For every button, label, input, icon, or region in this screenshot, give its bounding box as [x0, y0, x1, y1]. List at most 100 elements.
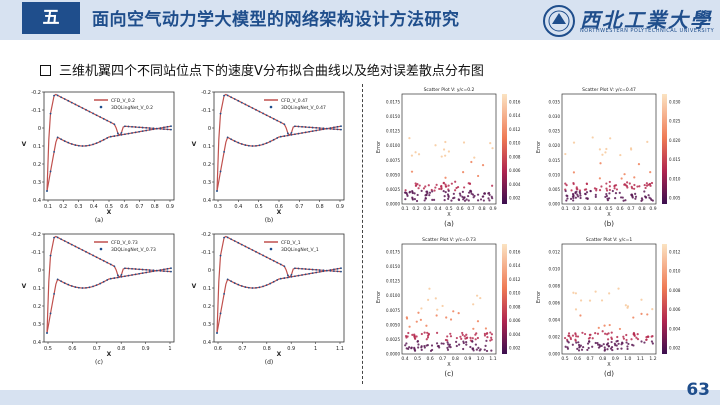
prediction-point — [109, 277, 112, 280]
prediction-point — [294, 267, 296, 270]
error-point — [418, 184, 421, 187]
x-tick-label: 0.7 — [439, 356, 446, 362]
prediction-point — [276, 119, 279, 122]
error-point — [469, 339, 472, 342]
error-point — [404, 344, 407, 347]
prediction-point — [315, 268, 318, 271]
prediction-point — [63, 98, 66, 100]
prediction-point — [166, 128, 169, 131]
error-point — [563, 336, 567, 340]
prediction-point — [269, 140, 272, 143]
prediction-point — [301, 267, 303, 270]
prediction-point — [138, 126, 141, 129]
error-point — [467, 191, 471, 194]
colorbar — [502, 244, 507, 354]
error-point — [572, 171, 576, 174]
error-point — [572, 194, 575, 198]
prediction-point — [333, 126, 335, 129]
prediction-point — [95, 142, 98, 145]
error-point — [646, 140, 649, 143]
error-point — [611, 348, 614, 352]
error-point — [483, 334, 487, 337]
prediction-point — [113, 123, 116, 126]
error-point — [420, 348, 423, 351]
error-point — [447, 197, 450, 200]
error-point — [606, 343, 609, 346]
prediction-point — [88, 110, 91, 113]
prediction-point — [265, 114, 268, 117]
line-chart-3: -0.2 -0.1 0 0.1 0.2 0.3 0.40.5 0.6 0.7 0.8 0.9 1 X V (… — [22, 232, 175, 366]
x-tick-label: 0.8 — [599, 356, 606, 362]
prediction-point — [294, 275, 296, 278]
y-tick-label: 0.012 — [549, 250, 561, 255]
error-point — [444, 191, 447, 194]
y-tick-label: 0.0175 — [386, 100, 400, 105]
error-point — [465, 343, 468, 346]
error-point — [579, 192, 582, 195]
y-tick-label: 0 — [38, 268, 41, 274]
prediction-point — [95, 256, 98, 259]
error-point — [459, 335, 462, 338]
prediction-point — [170, 267, 172, 270]
error-point — [605, 192, 608, 196]
x-tick-label: 0.1 — [44, 204, 52, 210]
prediction-point — [127, 132, 130, 135]
prediction-point — [46, 190, 48, 192]
prediction-point — [258, 286, 261, 289]
error-point — [491, 197, 494, 200]
prediction-point — [216, 332, 218, 334]
error-point — [489, 142, 492, 145]
error-point — [580, 348, 584, 351]
error-point — [586, 342, 590, 345]
error-point — [591, 136, 594, 139]
error-point — [413, 198, 417, 201]
error-point — [577, 343, 581, 347]
error-point — [465, 198, 468, 201]
error-point — [454, 189, 457, 192]
error-point — [569, 337, 573, 341]
prediction-point — [113, 135, 116, 137]
error-point — [589, 333, 592, 336]
error-point — [489, 339, 492, 342]
error-point — [606, 333, 609, 336]
panel-label: (a) — [444, 220, 454, 228]
error-point — [417, 153, 421, 156]
y-tick-label: 0.3 — [33, 180, 41, 186]
x-tick-label: 0.4 — [401, 356, 408, 362]
prediction-point — [70, 285, 73, 287]
x-axis-label: X — [277, 351, 282, 358]
prediction-point — [247, 247, 250, 250]
x-tick-label: 0.6 — [427, 356, 434, 362]
prediction-point — [290, 131, 293, 134]
prediction-point — [237, 99, 240, 102]
prediction-point — [240, 243, 243, 246]
prediction-point — [63, 240, 66, 242]
error-point — [616, 335, 619, 339]
error-point — [489, 331, 492, 334]
error-point — [591, 337, 594, 340]
prediction-point — [318, 127, 321, 129]
error-point — [428, 194, 431, 197]
error-point — [627, 342, 630, 346]
error-point — [626, 186, 629, 189]
prediction-point — [155, 127, 158, 130]
error-point — [444, 185, 448, 188]
colorbar-tick-label: 0.006 — [509, 168, 521, 173]
colorbar-tick-label: 0.008 — [669, 288, 681, 293]
error-point — [571, 343, 574, 346]
error-point — [414, 184, 418, 187]
error-point — [467, 182, 470, 185]
prediction-point — [138, 130, 141, 133]
prediction-point — [170, 125, 172, 128]
error-point — [601, 153, 604, 156]
y-axis-label: Error — [536, 290, 542, 303]
x-tick-label: 0.8 — [316, 204, 324, 210]
line-chart-4: -0.2 -0.1 0 0.1 0.2 0.3 0.40.6 0.7 0.8 0.9 1 1.1 X V (… — [192, 232, 345, 366]
error-point — [455, 344, 458, 348]
error-point — [604, 151, 607, 154]
error-point — [450, 182, 453, 185]
scatter-chart-panel: Scatter Plot V: y/c=0.2 0.0000 0.0025 0.005… — [374, 84, 704, 384]
error-point — [461, 331, 464, 335]
prediction-point — [53, 236, 55, 239]
error-point — [583, 332, 587, 336]
